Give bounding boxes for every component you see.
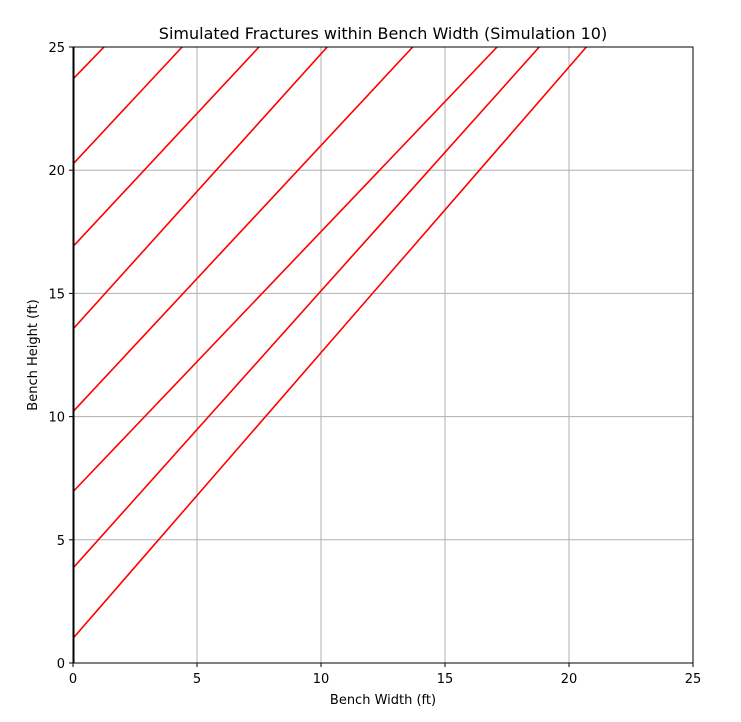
fracture-line-3	[73, 47, 498, 493]
fracture-line-6	[73, 47, 260, 248]
fracture-line-4	[73, 47, 414, 413]
fracture-line-7	[73, 47, 183, 165]
y-tick-label: 10	[48, 411, 65, 426]
fracture-lines	[73, 47, 587, 639]
x-tick-label: 15	[437, 672, 454, 687]
x-tick-label: 0	[69, 672, 77, 687]
y-tick-label: 15	[48, 287, 65, 302]
y-tick-label: 25	[48, 41, 65, 56]
fracture-line-5	[73, 47, 328, 330]
y-tick-label: 5	[57, 534, 65, 549]
fracture-line-2	[73, 47, 540, 569]
fracture-line-8	[73, 47, 105, 80]
x-axis-label: Bench Width (ft)	[330, 693, 436, 708]
x-tick-label: 20	[561, 672, 578, 687]
ticks: 0 5 10 15 20 25 0 5 10 15 20 25	[48, 41, 701, 687]
chart-title: Simulated Fractures within Bench Width (…	[159, 24, 607, 43]
fracture-line-1	[73, 47, 587, 639]
y-tick-label: 0	[57, 657, 65, 672]
x-tick-label: 25	[685, 672, 702, 687]
y-tick-label: 20	[48, 164, 65, 179]
x-tick-label: 5	[193, 672, 201, 687]
y-axis-label: Bench Height (ft)	[26, 299, 41, 410]
x-tick-label: 10	[313, 672, 330, 687]
